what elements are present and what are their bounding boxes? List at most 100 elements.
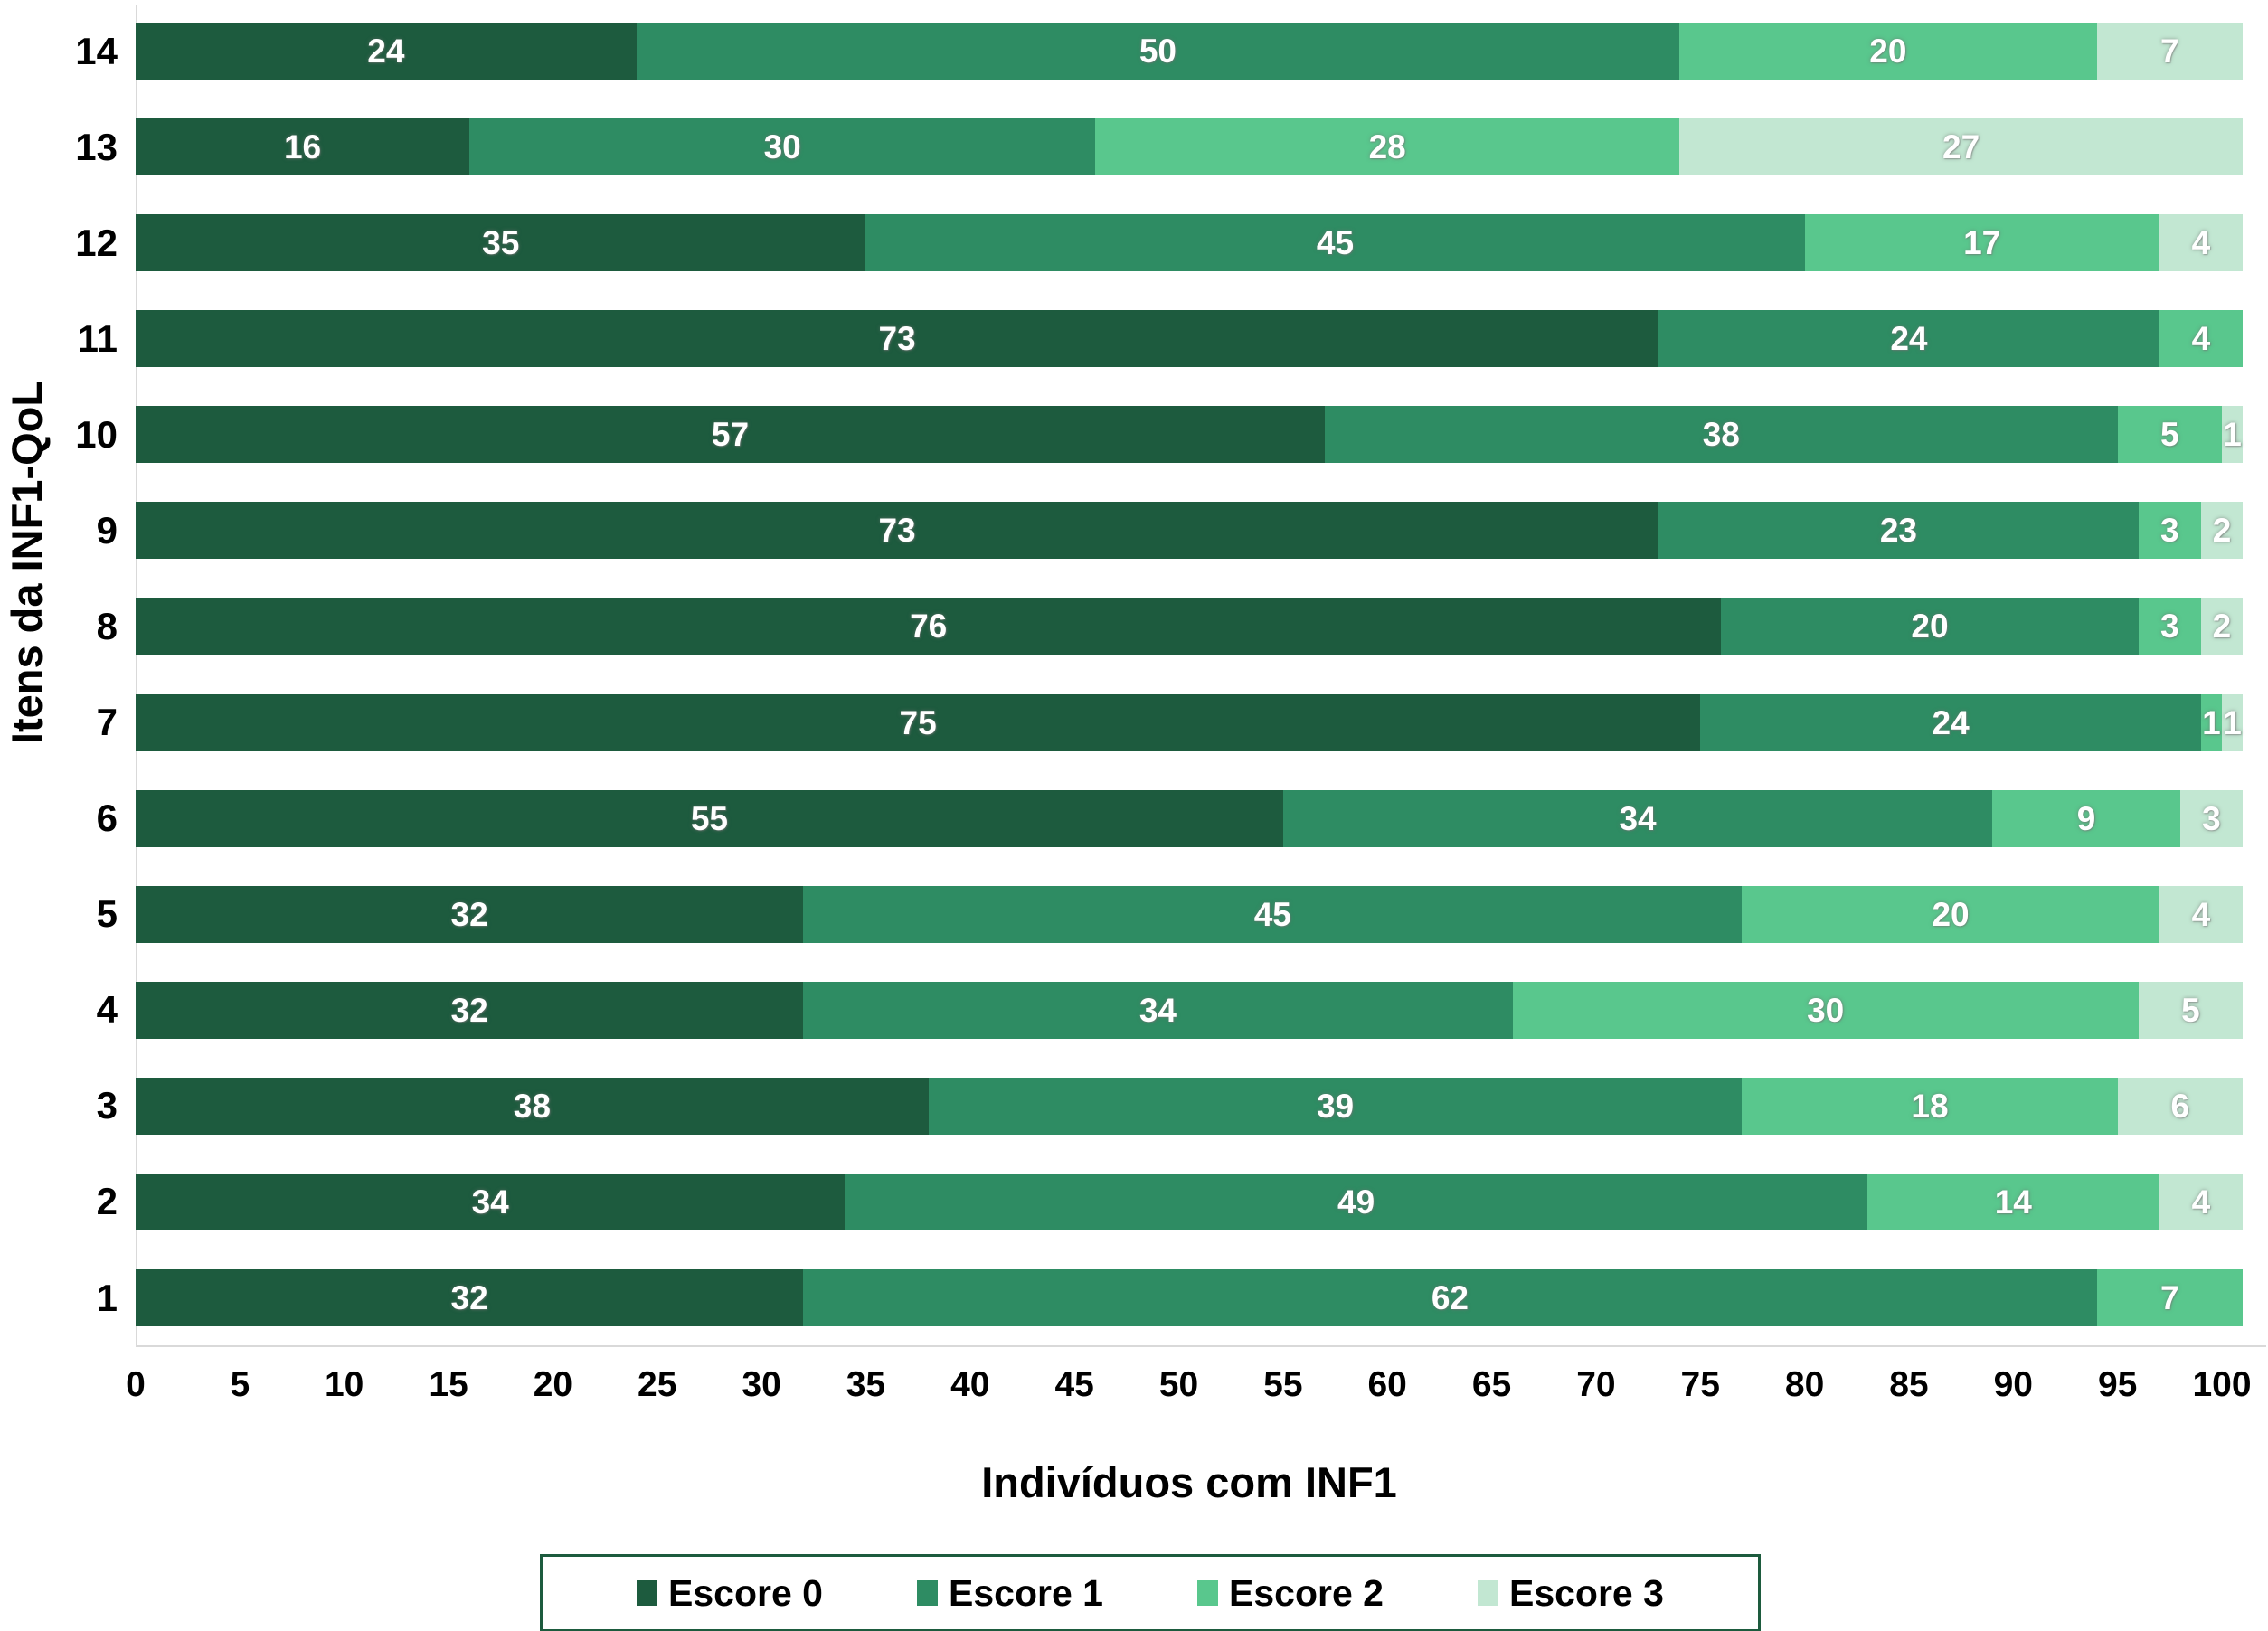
bar-value-label: 5: [2160, 416, 2179, 454]
bar-segment: 24: [1700, 693, 2201, 751]
bar-value-label: 16: [283, 128, 322, 166]
bar-value-label: 38: [513, 1087, 551, 1125]
bar-value-label: 9: [2076, 799, 2096, 837]
x-tick-label: 45: [1054, 1365, 1094, 1404]
y-tick-label: 14: [75, 29, 118, 72]
y-tick-label: 7: [96, 701, 118, 744]
x-tick-label: 75: [1680, 1365, 1720, 1404]
bar-segment: 20: [1679, 23, 2097, 80]
x-tick-label: 50: [1158, 1365, 1199, 1404]
bar-segment: 9: [1992, 789, 2180, 847]
legend-label: Escore 1: [949, 1571, 1103, 1614]
legend-label: Escore 0: [668, 1571, 823, 1614]
bar-value-label: 1: [2223, 416, 2242, 454]
bar-value-label: 17: [1963, 224, 2001, 262]
bar-value-label: 32: [450, 895, 488, 933]
bar-row: 38 39 18 6: [136, 1077, 2244, 1135]
legend-swatch-icon: [637, 1580, 658, 1606]
x-tick-label: 55: [1263, 1365, 1303, 1404]
bar-row: 55 34 9 3: [136, 789, 2244, 847]
bar-value-label: 4: [2191, 895, 2211, 933]
bar-segment: 73: [136, 310, 1659, 368]
bar-segment: 2: [2200, 502, 2244, 560]
bar-segment: 62: [803, 1269, 2097, 1327]
bar-segment: 5: [2117, 406, 2222, 464]
bar-segment: 20: [1721, 598, 2139, 655]
bar-value-label: 62: [1431, 1279, 1469, 1317]
bar-row: 32 45 20 4: [136, 885, 2244, 943]
x-tick-label: 80: [1784, 1365, 1825, 1404]
x-tick-label: 25: [638, 1365, 677, 1404]
x-tick-label: 30: [742, 1365, 781, 1404]
bar-segment: 32: [136, 885, 804, 943]
bar-row: 73 23 3 2: [136, 502, 2244, 560]
bar-segment: 34: [803, 981, 1513, 1039]
x-axis-title: Indivíduos com INF1: [981, 1458, 1397, 1506]
bar-row: 32 34 30 5: [136, 981, 2244, 1039]
bar-segment: 38: [1324, 406, 2118, 464]
bar-value-label: 3: [2202, 799, 2221, 837]
bar-segment: 76: [136, 598, 1722, 655]
x-tick-label: 70: [1576, 1365, 1616, 1404]
bar-value-label: 2: [2212, 512, 2232, 550]
x-tick-label: 100: [2192, 1365, 2252, 1404]
bar-row: 76 20 3 2: [136, 598, 2244, 655]
bar-segment: 49: [845, 1173, 1867, 1230]
bar-value-label: 7: [2160, 1279, 2179, 1317]
bar-segment: 2: [2200, 598, 2244, 655]
bar-segment: 1: [2200, 693, 2222, 751]
bar-segment: 5: [2138, 981, 2244, 1039]
bar-segment: 35: [136, 214, 866, 272]
bar-segment: 50: [636, 23, 1680, 80]
legend-label: Escore 2: [1229, 1571, 1384, 1614]
legend-label: Escore 3: [1508, 1571, 1664, 1614]
bar-segment: 1: [2221, 693, 2244, 751]
y-axis-title: Itens da INF1-QoL: [3, 380, 51, 745]
bar-value-label: 32: [450, 1279, 488, 1317]
y-tick-label: 4: [96, 988, 118, 1032]
bar-value-label: 75: [899, 703, 937, 741]
bar-value-label: 20: [1932, 895, 1970, 933]
bar-segment: 4: [2159, 885, 2244, 943]
x-axis-line: [136, 1345, 2266, 1347]
bar-segment: 55: [136, 789, 1283, 847]
bar-value-label: 3: [2160, 608, 2179, 646]
bar-value-label: 24: [1932, 703, 1970, 741]
y-tick-label: 2: [96, 1180, 118, 1223]
bar-value-label: 2: [2212, 608, 2232, 646]
x-tick-label: 0: [126, 1365, 146, 1404]
bar-row: 32 62 7: [136, 1269, 2244, 1327]
y-tick-label: 12: [75, 221, 118, 264]
bar-segment: 20: [1742, 885, 2159, 943]
bar-segment: 6: [2117, 1077, 2244, 1135]
x-tick-label: 60: [1367, 1365, 1407, 1404]
bar-value-label: 28: [1368, 128, 1406, 166]
bar-value-label: 23: [1879, 512, 1917, 550]
bar-row: 24 50 20 7: [136, 23, 2244, 80]
y-tick-label: 11: [77, 316, 118, 360]
y-tick-label: 5: [96, 892, 118, 936]
legend-swatch-icon: [1197, 1580, 1218, 1606]
bar-value-label: 39: [1316, 1087, 1355, 1125]
bar-segment: 27: [1679, 118, 2244, 176]
bar-value-label: 20: [1911, 608, 1949, 646]
legend-item: Escore 3: [1477, 1571, 1664, 1615]
y-axis-line: [136, 5, 137, 1345]
legend: Escore 0 Escore 1 Escore 2 Escore 3: [540, 1554, 1761, 1631]
bar-value-label: 38: [1702, 416, 1740, 454]
y-tick-label: 1: [96, 1276, 118, 1319]
bar-segment: 4: [2159, 1173, 2244, 1230]
bar-segment: 3: [2138, 598, 2201, 655]
bar-value-label: 30: [763, 128, 801, 166]
x-tick-label: 65: [1471, 1365, 1512, 1404]
bar-segment: 30: [1512, 981, 2139, 1039]
bar-segment: 18: [1742, 1077, 2118, 1135]
y-tick-label: 9: [96, 508, 118, 552]
bar-row: 35 45 17 4: [136, 214, 2244, 272]
legend-item: Escore 2: [1197, 1572, 1384, 1615]
bar-value-label: 5: [2181, 991, 2200, 1029]
bar-segment: 34: [136, 1173, 846, 1230]
x-tick-label: 35: [846, 1365, 886, 1404]
y-tick-label: 10: [75, 412, 118, 456]
